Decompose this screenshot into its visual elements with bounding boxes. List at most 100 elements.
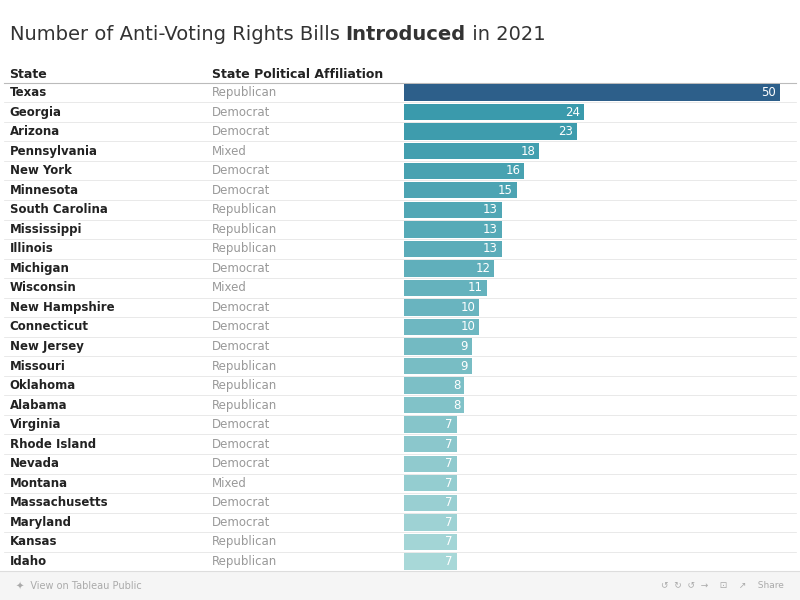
Bar: [404, 85, 780, 101]
Text: Democrat: Democrat: [212, 106, 270, 119]
Text: Oklahoma: Oklahoma: [10, 379, 76, 392]
Text: Montana: Montana: [10, 477, 68, 490]
Bar: [404, 319, 479, 335]
Text: 9: 9: [460, 359, 468, 373]
Text: Michigan: Michigan: [10, 262, 70, 275]
Bar: [404, 533, 457, 550]
Text: Mixed: Mixed: [212, 477, 247, 490]
Bar: [404, 124, 577, 140]
Text: Introduced: Introduced: [346, 25, 466, 44]
Text: Number of Anti-Voting Rights Bills: Number of Anti-Voting Rights Bills: [10, 25, 346, 44]
Text: Democrat: Democrat: [212, 438, 270, 451]
Text: Democrat: Democrat: [212, 516, 270, 529]
Text: 7: 7: [445, 555, 453, 568]
Text: Minnesota: Minnesota: [10, 184, 78, 197]
Text: State Political Affiliation: State Political Affiliation: [212, 68, 383, 82]
Text: 15: 15: [498, 184, 513, 197]
Bar: [404, 397, 464, 413]
Text: 7: 7: [445, 496, 453, 509]
Text: Massachusetts: Massachusetts: [10, 496, 108, 509]
Text: Democrat: Democrat: [212, 340, 270, 353]
Text: Rhode Island: Rhode Island: [10, 438, 96, 451]
Text: Democrat: Democrat: [212, 496, 270, 509]
Bar: [404, 104, 585, 121]
Text: 13: 13: [483, 203, 498, 216]
Text: Democrat: Democrat: [212, 301, 270, 314]
Text: Democrat: Democrat: [212, 164, 270, 177]
Bar: [404, 416, 457, 433]
Text: Nevada: Nevada: [10, 457, 59, 470]
Text: Illinois: Illinois: [10, 242, 54, 256]
Text: 11: 11: [468, 281, 482, 295]
Text: 7: 7: [445, 438, 453, 451]
Bar: [0, 571, 800, 600]
Text: 10: 10: [460, 320, 475, 334]
Bar: [404, 494, 457, 511]
Bar: [404, 514, 457, 530]
Text: 24: 24: [566, 106, 581, 119]
Text: Alabama: Alabama: [10, 398, 67, 412]
Text: Democrat: Democrat: [212, 320, 270, 334]
Text: 8: 8: [453, 398, 460, 412]
Text: 7: 7: [445, 477, 453, 490]
Text: 16: 16: [506, 164, 520, 177]
Text: 7: 7: [445, 516, 453, 529]
Text: New York: New York: [10, 164, 71, 177]
Text: Republican: Republican: [212, 555, 278, 568]
Text: ↺  ↻  ↺  →    ⊡    ↗    Share: ↺ ↻ ↺ → ⊡ ↗ Share: [661, 581, 784, 590]
Bar: [404, 280, 486, 296]
Text: South Carolina: South Carolina: [10, 203, 107, 216]
Text: 18: 18: [521, 145, 535, 158]
Bar: [404, 221, 502, 238]
Bar: [404, 202, 502, 218]
Bar: [404, 377, 464, 394]
Text: 8: 8: [453, 379, 460, 392]
Bar: [404, 299, 479, 316]
Text: Republican: Republican: [212, 223, 278, 236]
Text: Mixed: Mixed: [212, 145, 247, 158]
Text: 9: 9: [460, 340, 468, 353]
Text: 50: 50: [762, 86, 776, 99]
Text: ✦  View on Tableau Public: ✦ View on Tableau Public: [16, 581, 142, 590]
Text: Missouri: Missouri: [10, 359, 66, 373]
Text: Republican: Republican: [212, 359, 278, 373]
Text: Democrat: Democrat: [212, 262, 270, 275]
Text: Virginia: Virginia: [10, 418, 61, 431]
Text: 7: 7: [445, 457, 453, 470]
Text: Texas: Texas: [10, 86, 47, 99]
Bar: [404, 182, 517, 199]
Text: New Hampshire: New Hampshire: [10, 301, 114, 314]
Text: 12: 12: [475, 262, 490, 275]
Text: 23: 23: [558, 125, 573, 138]
Text: Pennsylvania: Pennsylvania: [10, 145, 98, 158]
Text: Republican: Republican: [212, 86, 278, 99]
Text: in 2021: in 2021: [466, 25, 546, 44]
Text: Democrat: Democrat: [212, 184, 270, 197]
Text: Connecticut: Connecticut: [10, 320, 89, 334]
Text: Democrat: Democrat: [212, 457, 270, 470]
Text: Republican: Republican: [212, 398, 278, 412]
Text: Democrat: Democrat: [212, 125, 270, 138]
Bar: [404, 163, 524, 179]
Text: 7: 7: [445, 535, 453, 548]
Bar: [404, 358, 472, 374]
Text: 10: 10: [460, 301, 475, 314]
Text: Georgia: Georgia: [10, 106, 62, 119]
Text: Mixed: Mixed: [212, 281, 247, 295]
Bar: [404, 553, 457, 569]
Bar: [404, 338, 472, 355]
Bar: [404, 436, 457, 452]
Text: 13: 13: [483, 242, 498, 256]
Text: 7: 7: [445, 418, 453, 431]
Bar: [404, 455, 457, 472]
Text: New Jersey: New Jersey: [10, 340, 83, 353]
Text: Republican: Republican: [212, 535, 278, 548]
Text: 13: 13: [483, 223, 498, 236]
Bar: [404, 241, 502, 257]
Text: Republican: Republican: [212, 203, 278, 216]
Text: Democrat: Democrat: [212, 418, 270, 431]
Text: Idaho: Idaho: [10, 555, 46, 568]
Text: Maryland: Maryland: [10, 516, 72, 529]
Bar: [404, 260, 494, 277]
Text: Arizona: Arizona: [10, 125, 60, 138]
